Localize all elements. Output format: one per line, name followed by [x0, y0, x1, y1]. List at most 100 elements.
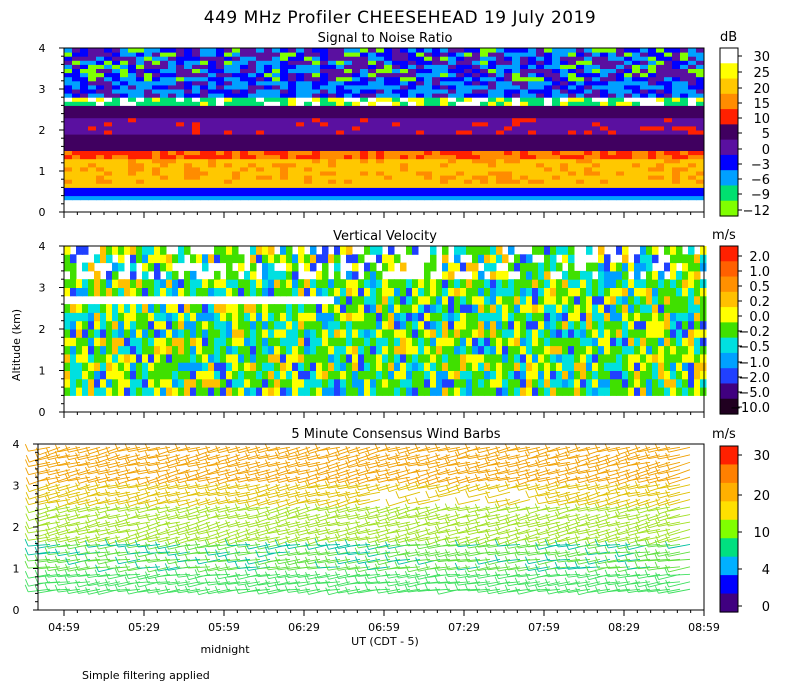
vv-cell: [508, 295, 515, 305]
vv-cell: [358, 304, 365, 313]
colorbar-swatch: [720, 154, 738, 171]
vv-cell: [238, 262, 245, 272]
vv-cell: [274, 387, 281, 396]
snr-cell: [176, 101, 185, 106]
snr-cell: [608, 195, 617, 201]
wind-barb-staff: [28, 551, 51, 556]
snr-cell: [64, 72, 73, 78]
vv-cell: [640, 345, 647, 355]
vv-cell: [670, 345, 677, 355]
snr-cell: [536, 154, 545, 160]
vv-cell: [94, 378, 101, 388]
snr-cell: [616, 154, 625, 160]
vv-cell: [310, 378, 317, 388]
snr-cell: [152, 84, 161, 90]
snr-cell: [136, 76, 145, 82]
snr-cell: [544, 48, 553, 53]
snr-cell: [456, 52, 465, 57]
snr-cell: [432, 183, 441, 188]
snr-cell: [232, 195, 241, 201]
snr-cell: [264, 93, 273, 98]
vv-cell: [412, 320, 419, 330]
vv-cell: [148, 320, 155, 330]
snr-cell: [168, 138, 177, 143]
snr-cell: [688, 150, 697, 156]
snr-cell: [472, 183, 481, 188]
vv-cell: [640, 353, 647, 363]
vv-cell: [310, 254, 317, 264]
vv-cell: [568, 312, 575, 322]
vv-cell: [286, 287, 293, 297]
vv-cell: [220, 320, 227, 330]
vv-cell: [658, 320, 665, 330]
snr-cell: [688, 138, 697, 143]
vv-cell: [472, 295, 479, 305]
vv-cell: [334, 320, 341, 330]
vv-cell: [220, 337, 227, 347]
vv-cell: [382, 387, 389, 396]
snr-cell: [528, 89, 537, 94]
snr-cell: [248, 154, 257, 160]
snr-cell: [240, 138, 249, 143]
snr-cell: [688, 52, 697, 57]
snr-cell: [296, 179, 305, 184]
snr-cell: [184, 84, 193, 90]
snr-cell: [616, 191, 625, 197]
snr-cell: [152, 171, 161, 176]
vv-cell: [634, 279, 641, 288]
vv-cell: [610, 287, 617, 297]
snr-cell: [472, 130, 481, 135]
snr-cell: [296, 166, 305, 172]
snr-cell: [96, 113, 105, 119]
vv-cell: [370, 387, 377, 396]
vv-cell: [610, 304, 617, 313]
vv-cell: [550, 345, 557, 355]
snr-cell: [544, 134, 553, 139]
snr-cell: [376, 56, 385, 61]
snr-cell: [328, 134, 337, 139]
snr-cell: [104, 175, 113, 180]
vv-cell: [436, 329, 443, 338]
vv-cell: [136, 254, 143, 264]
vv-cell: [574, 387, 581, 396]
snr-cell: [368, 191, 377, 197]
snr-cell: [400, 76, 409, 82]
vv-cell: [562, 287, 569, 297]
snr-cell: [272, 76, 281, 82]
snr-cell: [216, 154, 225, 160]
vv-cell: [250, 378, 257, 388]
vv-cell: [532, 295, 539, 305]
snr-cell: [240, 150, 249, 156]
snr-cell: [592, 162, 601, 168]
snr-cell: [136, 175, 145, 180]
vv-cell: [262, 378, 269, 388]
vv-cell: [346, 362, 353, 371]
vv-cell: [568, 387, 575, 396]
vv-cell: [88, 353, 95, 363]
snr-cell: [224, 68, 233, 74]
vv-cell: [322, 320, 329, 330]
snr-cell: [88, 109, 97, 115]
vv-cell: [148, 246, 155, 255]
snr-cell: [88, 80, 97, 86]
vv-cell: [562, 320, 569, 330]
snr-cell: [280, 84, 289, 90]
snr-cell: [488, 183, 497, 188]
vv-cell: [538, 270, 545, 280]
snr-cell: [544, 105, 553, 110]
wind-barb-flag: [25, 513, 30, 521]
snr-cell: [504, 134, 513, 139]
vv-cell: [190, 329, 197, 338]
vv-cell: [148, 329, 155, 338]
snr-cell: [200, 138, 209, 143]
snr-cell: [624, 56, 633, 61]
snr-cell: [88, 142, 97, 147]
vv-cell: [244, 370, 251, 380]
snr-cell: [656, 125, 665, 131]
snr-cell: [616, 146, 625, 151]
vv-cell: [370, 262, 377, 272]
vv-cell: [70, 262, 77, 272]
vv-cell: [628, 287, 635, 297]
vv-colorbar-unit: m/s: [712, 228, 736, 243]
snr-cell: [128, 76, 137, 82]
